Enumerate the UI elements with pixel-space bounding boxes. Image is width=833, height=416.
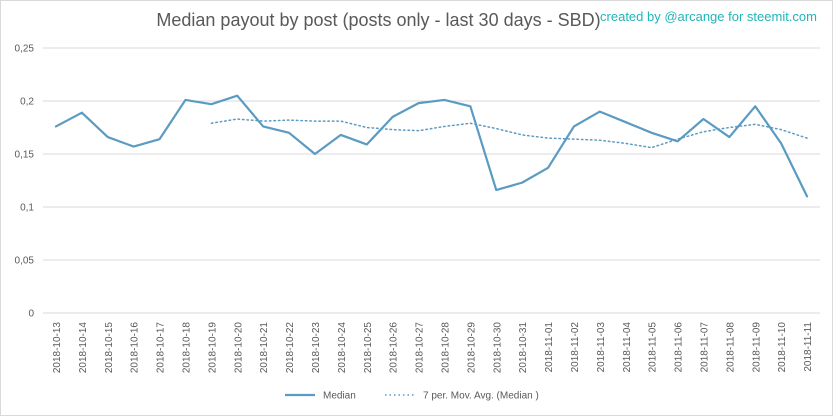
x-tick-label: 2018-10-14	[78, 322, 89, 374]
credit-text: created by @arcange for steemit.com	[600, 9, 817, 24]
x-tick-label: 2018-10-18	[181, 322, 192, 374]
median-line	[54, 94, 809, 198]
y-tick-label: 0	[28, 309, 34, 320]
x-axis-ticks: 2018-10-13 2018-10-14 2018-10-15 2018-10-16…	[52, 322, 814, 374]
grid-lines	[43, 47, 820, 314]
y-tick-label: 0,1	[20, 203, 34, 214]
y-tick-label: 0,05	[15, 256, 35, 267]
x-tick-label: 2018-10-15	[104, 322, 115, 374]
moving-average-line	[210, 118, 808, 149]
x-tick-label: 2018-10-19	[207, 322, 218, 374]
x-tick-label: 2018-11-08	[725, 322, 736, 373]
y-tick-label: 0,25	[15, 44, 35, 55]
legend-label-moving-average: 7 per. Mov. Avg. (Median )	[423, 391, 539, 402]
series-group	[54, 94, 809, 198]
x-tick-label: 2018-11-02	[570, 322, 581, 373]
x-tick-label: 2018-10-30	[492, 322, 503, 374]
x-tick-label: 2018-10-27	[415, 322, 426, 374]
x-tick-label: 2018-11-11	[803, 322, 814, 372]
x-tick-label: 2018-10-23	[311, 322, 322, 374]
x-tick-label: 2018-10-25	[363, 322, 374, 374]
x-tick-label: 2018-10-31	[518, 322, 529, 374]
x-tick-label: 2018-11-01	[544, 322, 555, 373]
x-tick-label: 2018-10-16	[130, 322, 141, 374]
x-tick-label: 2018-11-06	[674, 322, 685, 373]
legend-label-median: Median	[323, 391, 356, 402]
x-tick-label: 2018-11-07	[699, 322, 710, 373]
legend: Median 7 per. Mov. Avg. (Median )	[285, 391, 539, 402]
x-tick-label: 2018-10-28	[440, 322, 451, 374]
x-tick-label: 2018-10-17	[156, 322, 167, 374]
x-tick-label: 2018-10-24	[337, 322, 348, 374]
x-tick-label: 2018-10-13	[52, 322, 63, 374]
x-tick-label: 2018-10-20	[233, 322, 244, 374]
x-tick-label: 2018-11-05	[648, 322, 659, 373]
chart-title: Median payout by post (posts only - last…	[156, 10, 601, 30]
x-tick-label: 2018-10-22	[285, 322, 296, 374]
x-tick-label: 2018-11-09	[751, 322, 762, 373]
x-tick-label: 2018-10-29	[466, 322, 477, 374]
x-tick-label: 2018-11-03	[596, 322, 607, 373]
x-tick-label: 2018-11-10	[777, 322, 788, 373]
y-tick-label: 0,15	[15, 150, 35, 161]
x-tick-label: 2018-10-26	[389, 322, 400, 374]
x-tick-label: 2018-10-21	[259, 322, 270, 374]
y-axis-ticks: 0 0,05 0,1 0,15 0,2 0,25	[15, 44, 35, 320]
y-tick-label: 0,2	[20, 97, 34, 108]
x-tick-label: 2018-11-04	[622, 322, 633, 373]
